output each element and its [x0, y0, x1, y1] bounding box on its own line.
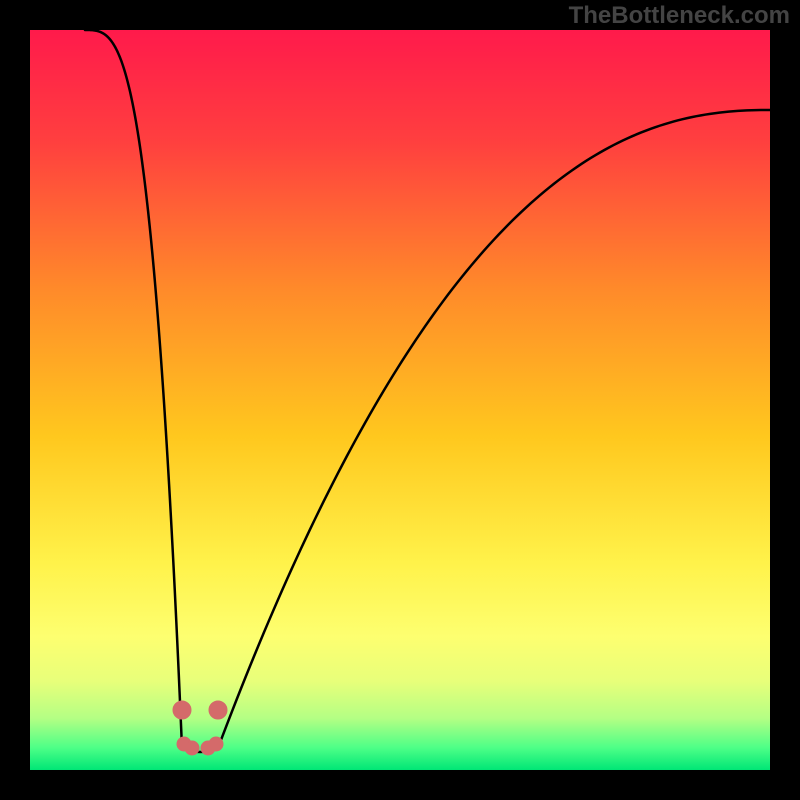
data-marker — [185, 741, 199, 755]
plot-svg — [30, 30, 770, 770]
chart-frame: TheBottleneck.com — [0, 0, 800, 800]
watermark-text: TheBottleneck.com — [569, 2, 790, 30]
plot-area — [30, 30, 770, 770]
data-marker — [209, 737, 223, 751]
data-marker — [209, 701, 227, 719]
plot-background — [30, 30, 770, 770]
data-marker — [173, 701, 191, 719]
